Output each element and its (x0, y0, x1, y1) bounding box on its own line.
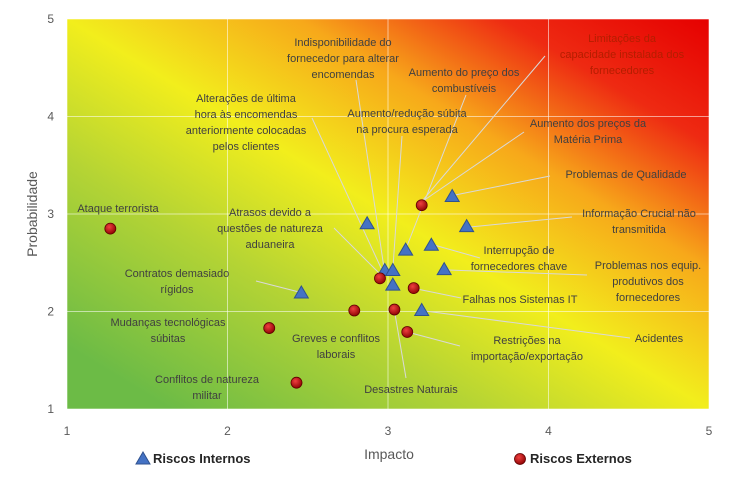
point (401, 326, 414, 338)
leader-line (355, 79, 385, 269)
annotation: Greves e conflitos laborais (292, 333, 381, 361)
point (397, 242, 414, 256)
legend-label: Riscos Externos (530, 451, 632, 466)
point (436, 261, 453, 276)
annotation: Limitações da capacidade instalada dos for… (560, 33, 685, 77)
leader-line (469, 216, 573, 228)
leader-line (311, 117, 382, 269)
point (293, 284, 310, 299)
point (290, 376, 303, 389)
leader-line (255, 280, 300, 293)
annotation: Restrições na importação/exportação (471, 335, 583, 363)
annotation: Problemas de Qualidade (565, 169, 686, 181)
y-tick-label: 4 (47, 110, 54, 124)
point (384, 277, 401, 291)
leader-line (433, 244, 481, 259)
y-tick-label: 1 (47, 402, 54, 416)
point (374, 272, 386, 285)
annotation: Atrasos devido a questões de natureza adua… (217, 207, 324, 251)
legend-marker (135, 451, 151, 465)
point (444, 188, 461, 202)
leader-line (447, 269, 588, 276)
leader-line (422, 131, 525, 202)
legend-label: Riscos Internos (153, 451, 251, 466)
annotation: Aumento do preço dos combustíveis (409, 67, 520, 95)
point (384, 262, 401, 277)
annotation: Aumento/redução súbita na procura esperad… (347, 108, 467, 136)
leader-line (406, 94, 467, 247)
annotation: Contratos demasiado rígidos (125, 268, 230, 296)
annotation: Ataque terrorista (77, 203, 159, 215)
point (359, 215, 376, 230)
y-tick-label: 3 (47, 207, 54, 221)
leader-line (422, 55, 546, 201)
point (423, 237, 440, 251)
annotation: Indisponibilidade do fornecedor para alte… (287, 37, 399, 81)
annotation: Interrupção de fornecedores chave (471, 245, 568, 273)
x-tick-label: 2 (224, 424, 231, 438)
y-axis-title: Probabilidade (24, 171, 40, 257)
y-tick-label: 5 (47, 12, 54, 26)
leader-line (394, 313, 407, 379)
annotation: Desastres Naturais (364, 384, 458, 396)
x-tick-label: 5 (706, 424, 713, 438)
point (415, 199, 428, 212)
annotation: Informação Crucial não transmitida (582, 208, 696, 236)
x-tick-label: 3 (385, 424, 392, 438)
leader-line (454, 175, 551, 196)
annotation: Aumento dos preços da Matéria Prima (530, 118, 647, 146)
point (263, 322, 276, 334)
annotation: Falhas nos Sistemas IT (463, 294, 578, 306)
leader-line (416, 288, 462, 299)
leader-line (333, 227, 380, 274)
annotation: Problemas nos equip. produtivos dos fornec… (595, 260, 701, 304)
point (104, 222, 117, 235)
leader-line (392, 135, 403, 268)
annotation: Mudanças tecnológicas súbitas (111, 317, 226, 345)
point (407, 282, 420, 295)
point (458, 218, 475, 233)
leader-line (424, 310, 631, 339)
x-tick-label: 4 (545, 424, 552, 438)
x-axis-title: Impacto (364, 446, 414, 462)
point (413, 302, 430, 317)
point (348, 304, 361, 317)
annotation: Conflitos de natureza militar (155, 374, 260, 402)
annotation: Alterações de última hora às encomendas an… (186, 93, 307, 153)
leader-line (410, 332, 461, 347)
legend-marker (514, 453, 526, 465)
x-tick-label: 1 (64, 424, 71, 438)
annotation: Acidentes (635, 333, 684, 345)
y-tick-label: 2 (47, 305, 54, 319)
point (388, 303, 401, 316)
